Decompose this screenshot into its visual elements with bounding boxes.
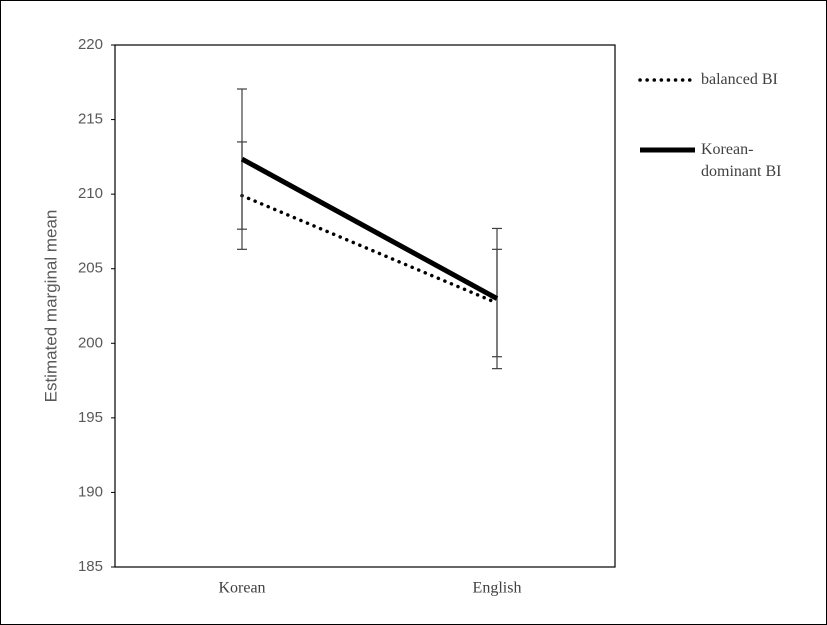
legend-label: balanced BI (701, 71, 778, 88)
y-tick-label: 205 (78, 260, 103, 277)
x-tick-label: English (473, 580, 522, 597)
y-tick-label: 220 (78, 36, 103, 53)
series-line (240, 156, 499, 301)
legend-label: Korean-dominant BI (701, 141, 782, 180)
y-tick-label: 185 (78, 558, 103, 575)
series-line (240, 193, 499, 305)
y-tick-label: 215 (78, 111, 103, 128)
y-tick-label: 190 (78, 483, 103, 500)
x-tick-label: Korean (218, 580, 265, 597)
y-tick-label: 210 (78, 185, 103, 202)
y-axis-label: Estimated marginal mean (41, 210, 60, 403)
y-tick-label: 195 (78, 409, 103, 426)
y-tick-label: 200 (78, 334, 103, 351)
plot-area (114, 44, 616, 568)
